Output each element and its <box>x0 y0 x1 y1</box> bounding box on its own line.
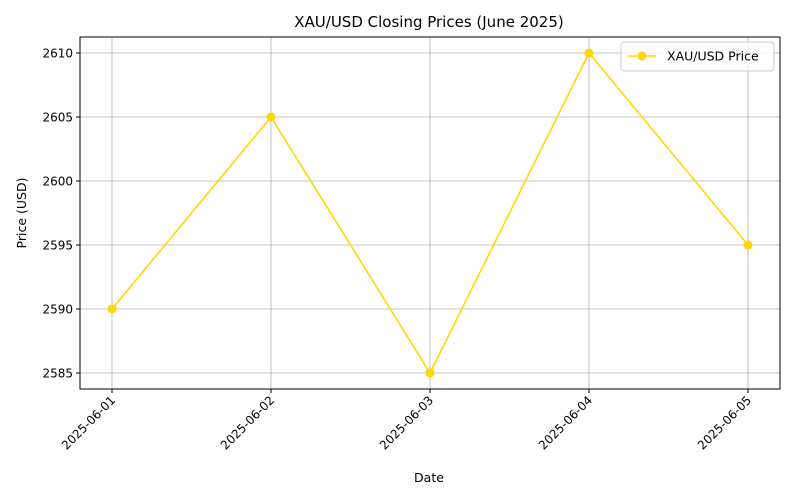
data-point <box>266 112 276 122</box>
data-point <box>107 304 117 314</box>
legend: XAU/USD Price <box>620 41 775 72</box>
legend-marker-sample <box>637 51 647 61</box>
data-point <box>584 48 594 58</box>
y-tick-label: 2585 <box>42 366 73 380</box>
grid-lines <box>80 37 780 389</box>
data-point <box>743 240 753 250</box>
series-layer <box>107 48 753 378</box>
y-tick-label: 2595 <box>42 238 73 252</box>
data-point <box>425 368 435 378</box>
y-tick-label: 2610 <box>42 46 73 60</box>
y-axis: 2585 2590 2595 2600 2605 2610 <box>42 46 80 380</box>
y-axis-label: Price (USD) <box>14 178 29 249</box>
y-tick-label: 2600 <box>42 174 73 188</box>
legend-box <box>620 41 775 72</box>
legend-label: XAU/USD Price <box>667 49 759 64</box>
x-axis-label: Date <box>414 470 444 485</box>
chart-title: XAU/USD Closing Prices (June 2025) <box>294 13 563 31</box>
y-tick-label: 2605 <box>42 110 73 124</box>
y-tick-label: 2590 <box>42 302 73 316</box>
